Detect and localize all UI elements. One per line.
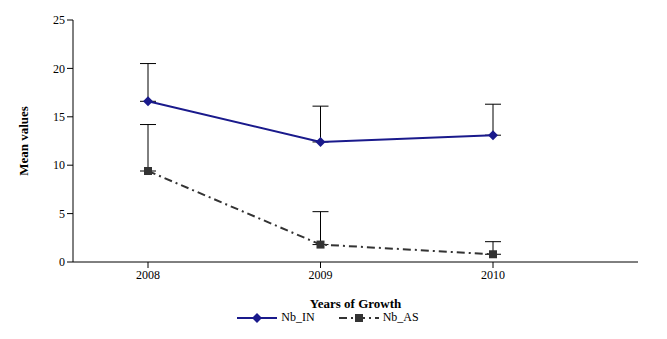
- svg-text:2008: 2008: [136, 268, 160, 282]
- svg-text:2010: 2010: [481, 268, 505, 282]
- svg-text:20: 20: [53, 62, 65, 76]
- svg-text:5: 5: [59, 207, 65, 221]
- svg-text:10: 10: [53, 158, 65, 172]
- svg-text:Years of Growth: Years of Growth: [310, 296, 402, 311]
- svg-text:2009: 2009: [309, 268, 333, 282]
- svg-text:Mean values: Mean values: [16, 106, 31, 176]
- svg-text:25: 25: [53, 13, 65, 27]
- svg-text:0: 0: [59, 255, 65, 269]
- html-text:Nb_IN: Nb_IN: [281, 310, 315, 324]
- svg-text:15: 15: [53, 110, 65, 124]
- html-text:Nb_AS: Nb_AS: [382, 310, 419, 324]
